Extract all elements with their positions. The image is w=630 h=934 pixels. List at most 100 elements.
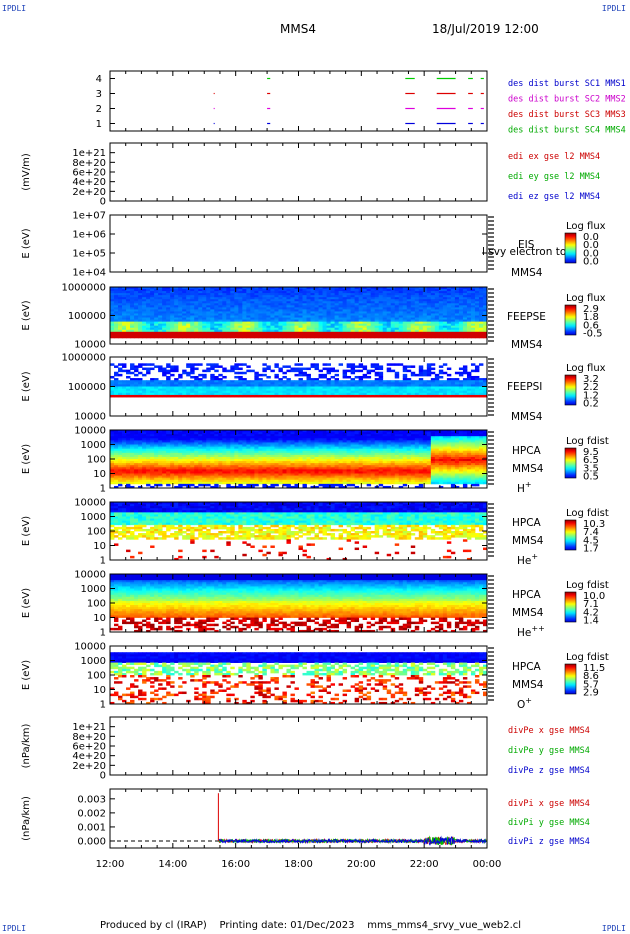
heatmap-cell (354, 365, 360, 368)
y-tick-label: 4e+20 (72, 177, 106, 188)
heatmap-cell (150, 325, 155, 329)
heatmap-cell (462, 369, 468, 373)
heatmap-cell (402, 390, 408, 394)
heatmap-cell (134, 473, 139, 476)
heatmap-cell (250, 295, 255, 298)
heatmap-cell (354, 392, 360, 396)
heatmap-cell (442, 392, 448, 396)
heatmap-cell (254, 305, 259, 308)
heatmap-cell (162, 325, 167, 329)
heatmap-cell (410, 301, 416, 304)
heatmap-cell (250, 485, 255, 489)
heatmap-cell (290, 331, 295, 335)
heatmap-cell (190, 315, 195, 318)
heatmap-cell (362, 325, 368, 329)
heatmap-cell (250, 442, 255, 445)
heatmap-cell (186, 313, 191, 316)
heatmap-cell (206, 303, 211, 306)
heatmap-cell (342, 315, 348, 318)
heatmap-cell (374, 371, 380, 375)
heatmap-cell (366, 297, 372, 300)
heatmap-cell (134, 287, 139, 290)
heatmap-cell (450, 335, 456, 339)
heatmap-cell (190, 325, 195, 329)
heatmap-cell (414, 293, 420, 296)
heatmap-cell (222, 382, 227, 385)
heatmap-cell (214, 363, 219, 366)
heatmap-cell (210, 307, 215, 310)
heatmap-cell (250, 335, 255, 339)
heatmap-cell (318, 301, 323, 304)
heatmap-cell (194, 456, 199, 460)
heatmap-cell (142, 463, 147, 466)
heatmap-cell (330, 291, 335, 294)
heatmap-cell (170, 382, 175, 385)
heatmap-cell (470, 388, 476, 392)
heatmap-cell (198, 327, 203, 331)
heatmap-cell (218, 479, 223, 483)
heatmap-cell (374, 301, 380, 304)
heatmap-cell (458, 297, 464, 300)
heatmap-cell (214, 291, 219, 294)
heatmap-cell (170, 475, 175, 479)
heatmap-cell (114, 448, 119, 452)
heatmap-cell (202, 325, 207, 329)
heatmap-cell (206, 394, 211, 398)
heatmap-cell (278, 367, 283, 371)
heatmap-cell (374, 335, 380, 339)
heatmap-cell (222, 305, 227, 308)
heatmap-cell (122, 291, 127, 294)
heatmap-cell (178, 291, 183, 294)
heatmap-cell (258, 459, 263, 462)
heatmap-cell (122, 456, 127, 460)
heatmap-cell (426, 321, 432, 325)
heatmap-cell (346, 327, 352, 331)
heatmap-cell (154, 311, 159, 314)
heatmap-cell (262, 293, 267, 296)
heatmap-cell (322, 331, 327, 335)
heatmap-cell (366, 311, 372, 314)
heatmap-cell (422, 297, 428, 300)
heatmap-cell (138, 303, 143, 306)
heatmap-cell (346, 384, 352, 387)
heatmap-cell (162, 461, 167, 464)
heatmap-cell (386, 329, 392, 333)
heatmap-cell (122, 319, 127, 323)
heatmap-cell (146, 442, 151, 445)
heatmap-cell (206, 386, 211, 390)
heatmap-cell (382, 317, 388, 320)
heatmap-cell (214, 321, 219, 325)
heatmap-cell (210, 329, 215, 333)
heatmap-cell (362, 295, 368, 298)
heatmap-cell (378, 291, 384, 294)
heatmap-cell (206, 295, 211, 298)
heatmap-cell (206, 335, 211, 339)
heatmap-cell (122, 440, 127, 443)
heatmap-cell (466, 293, 472, 296)
heatmap-cell (454, 394, 460, 398)
heatmap-cell (342, 319, 348, 323)
heatmap-cell (230, 323, 235, 327)
heatmap-cell (346, 291, 352, 294)
heatmap-cell (182, 446, 187, 450)
heatmap-cell (222, 323, 227, 327)
heatmap-cell (162, 371, 167, 375)
heatmap-cell (294, 367, 299, 371)
heatmap-cell (438, 295, 444, 298)
heatmap-cell (150, 291, 155, 294)
heatmap-cell (118, 467, 123, 470)
heatmap-cell (186, 436, 191, 439)
heatmap-cell (190, 327, 195, 331)
heatmap-cell (418, 315, 424, 318)
heatmap-cell (266, 434, 271, 437)
heatmap-cell (270, 392, 275, 396)
heatmap-cell (302, 319, 307, 323)
heatmap-cell (142, 305, 147, 308)
heatmap-cell (170, 299, 175, 302)
heatmap-cell (454, 382, 460, 385)
heatmap-cell (190, 309, 195, 312)
heatmap-cell (402, 309, 408, 312)
heatmap-cell (462, 325, 468, 329)
heatmap-cell (270, 295, 275, 298)
heatmap-cell (454, 311, 460, 314)
